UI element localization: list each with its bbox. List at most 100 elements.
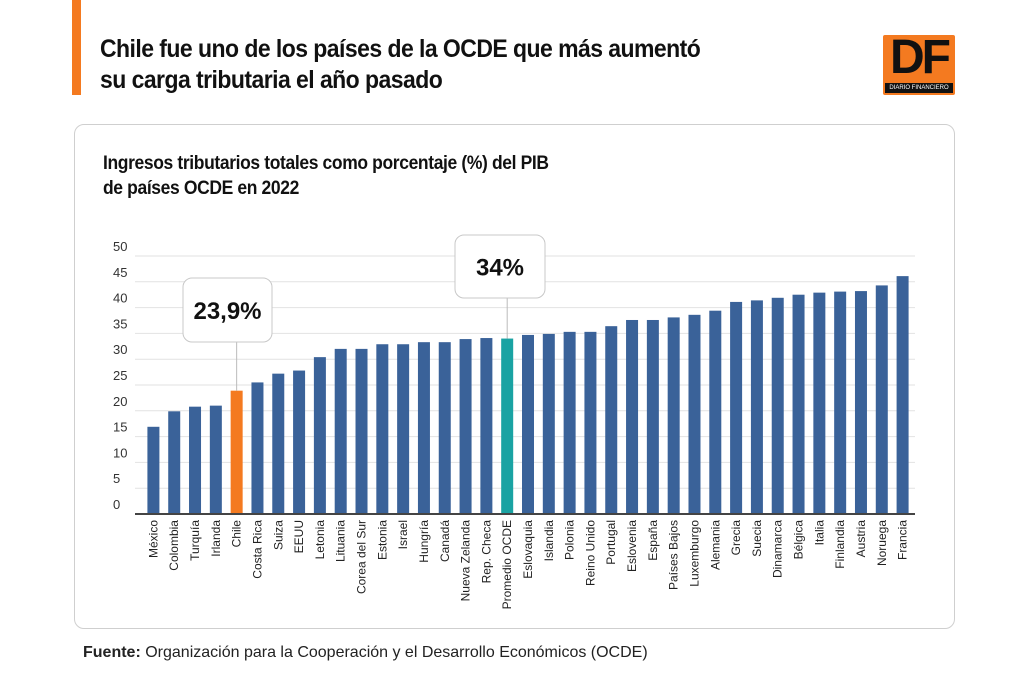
x-tick-label: Hungría	[417, 520, 431, 563]
x-tick-label: Eslovaquia	[521, 520, 535, 579]
bar	[147, 426, 160, 514]
bar	[459, 339, 472, 514]
source-text: Organización para la Cooperación y el De…	[140, 644, 648, 661]
bar	[896, 276, 909, 514]
x-tick-label: Alemania	[708, 520, 722, 570]
y-tick-label: 15	[113, 420, 127, 435]
accent-bar	[72, 0, 81, 95]
callout-box	[454, 234, 546, 299]
bar	[168, 411, 181, 514]
df-logo: DF DIARIO FINANCIERO	[883, 35, 955, 95]
y-tick-label: 45	[113, 265, 127, 280]
x-tick-label: Nueva Zelanda	[459, 520, 473, 602]
bar	[709, 310, 722, 514]
source-label: Fuente:	[83, 644, 141, 661]
x-tick-label: Suecia	[750, 520, 764, 557]
bar	[522, 334, 534, 514]
bar	[230, 390, 243, 514]
y-tick-label: 25	[113, 368, 127, 383]
chart-card	[74, 124, 955, 629]
x-tick-label: Canadá	[438, 520, 452, 562]
bar	[605, 326, 618, 514]
y-tick-label: 5	[113, 471, 120, 486]
title-line-2: su carga tributaria el año pasado	[100, 66, 443, 94]
source-note: Fuente: Organización para la Cooperación…	[83, 644, 648, 662]
x-tick-label: España	[646, 520, 660, 561]
callout-label: 34%	[476, 255, 524, 282]
bar	[626, 319, 639, 514]
x-tick-label: Austria	[854, 520, 868, 558]
y-tick-label: 40	[113, 291, 127, 306]
bar	[334, 348, 347, 514]
bar	[792, 294, 805, 514]
x-tick-label: EEUU	[292, 520, 306, 553]
x-tick-label: Israel	[396, 520, 410, 549]
x-tick-label: Irlanda	[209, 520, 223, 557]
x-tick-label: Letonia	[313, 520, 327, 560]
logo-text: DF	[890, 35, 951, 81]
x-tick-label: Eslovenia	[625, 520, 639, 572]
bar	[542, 333, 555, 514]
bar	[209, 405, 222, 514]
bar	[813, 292, 826, 514]
page-title: Chile fue uno de los países de la OCDE q…	[100, 34, 701, 96]
x-tick-label: Grecia	[729, 520, 743, 556]
y-tick-label: 10	[113, 445, 127, 460]
x-tick-label: Portugal	[604, 520, 618, 565]
x-tick-label: Turquía	[188, 520, 202, 561]
bar	[438, 342, 451, 514]
bar	[854, 291, 867, 514]
x-tick-label: Francia	[896, 520, 910, 560]
bar	[313, 357, 326, 514]
bar	[272, 373, 285, 514]
bar	[293, 370, 306, 514]
x-tick-label: México	[146, 520, 160, 558]
bar	[584, 331, 597, 514]
y-tick-label: 30	[113, 342, 127, 357]
bar	[750, 300, 763, 514]
chart-title-line-2: de países OCDE en 2022	[103, 178, 299, 199]
x-tick-label: Corea del Sur	[355, 520, 369, 594]
x-tick-label: Suiza	[271, 520, 285, 550]
x-tick-label: Polonia	[563, 520, 577, 560]
x-tick-label: Rep. Checa	[479, 520, 493, 584]
x-tick-label: Costa Rica	[250, 520, 264, 579]
bar	[834, 291, 847, 514]
x-tick-label: Promedio OCDE	[500, 520, 514, 609]
chart-title: Ingresos tributarios totales como porcen…	[103, 151, 549, 201]
callout-label: 23,9%	[193, 298, 261, 325]
y-tick-label: 20	[113, 394, 127, 409]
x-tick-label: Italia	[812, 520, 826, 546]
bar	[771, 297, 784, 514]
bar	[189, 406, 202, 514]
bar	[355, 348, 368, 514]
x-tick-label: Noruega	[875, 520, 889, 566]
bar	[688, 314, 701, 514]
x-tick-label: Lituania	[334, 520, 348, 562]
bar	[667, 317, 680, 514]
bar	[397, 344, 410, 514]
bar	[251, 382, 264, 514]
bar	[417, 342, 430, 514]
x-tick-label: Reino Unido	[583, 520, 597, 586]
bar	[480, 338, 493, 514]
y-tick-label: 50	[113, 239, 127, 254]
x-tick-label: Islandia	[542, 520, 556, 562]
logo-subtext: DIARIO FINANCIERO	[885, 83, 953, 93]
x-tick-label: Chile	[230, 520, 244, 548]
bar	[875, 285, 888, 514]
x-tick-label: Finlandia	[833, 520, 847, 569]
x-tick-label: Estonia	[375, 520, 389, 560]
bar	[563, 331, 576, 514]
y-tick-label: 35	[113, 316, 127, 331]
callout-box	[182, 277, 273, 343]
x-tick-label: Colombia	[167, 520, 181, 571]
x-tick-label: Bélgica	[792, 520, 806, 560]
y-tick-label: 0	[113, 497, 120, 512]
bar	[376, 344, 389, 514]
bar	[646, 319, 659, 514]
title-line-1: Chile fue uno de los países de la OCDE q…	[100, 35, 701, 63]
x-tick-label: Dinamarca	[771, 520, 785, 578]
chart-title-line-1: Ingresos tributarios totales como porcen…	[103, 153, 549, 174]
